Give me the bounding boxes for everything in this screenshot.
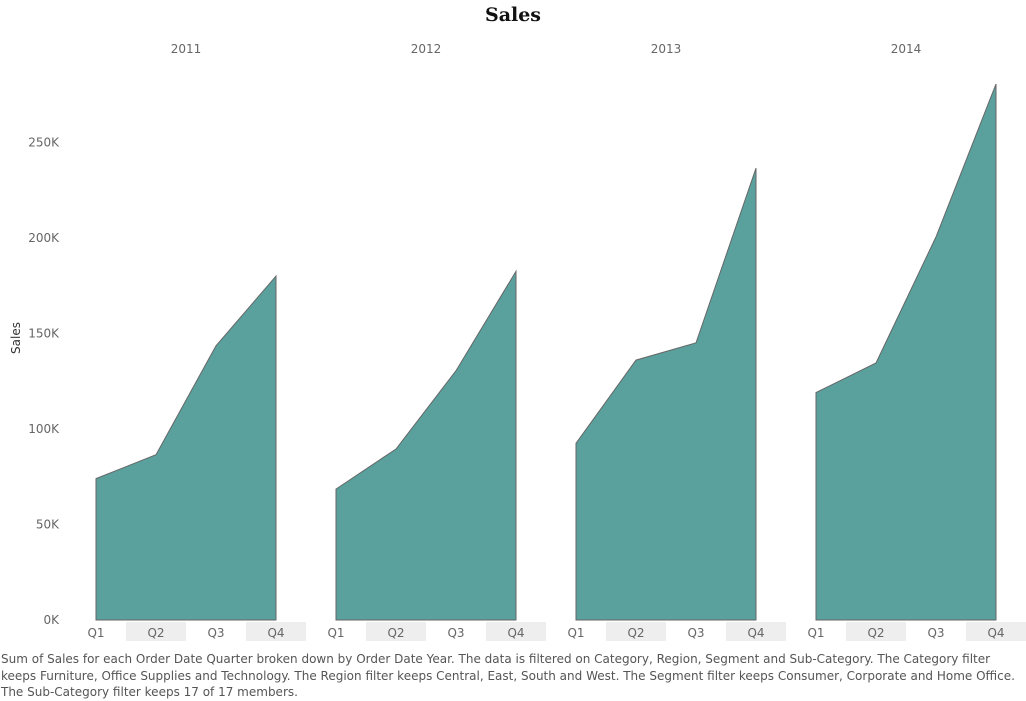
x-tick-label: Q3 xyxy=(927,626,944,640)
quarter-band xyxy=(486,622,546,641)
y-tick-label: 150K xyxy=(28,326,60,340)
y-axis-title: Sales xyxy=(9,322,23,354)
x-tick-label: Q4 xyxy=(987,626,1004,640)
quarter-band xyxy=(126,622,186,641)
x-tick-label: Q2 xyxy=(147,626,164,640)
area-2011 xyxy=(95,274,277,621)
year-header-2013: 2013 xyxy=(651,42,682,56)
x-tick-label: Q2 xyxy=(387,626,404,640)
quarter-band xyxy=(246,622,306,641)
chart-caption: Sum of Sales for each Order Date Quarter… xyxy=(1,652,1015,699)
x-tick-label: Q2 xyxy=(627,626,644,640)
x-tick-label: Q1 xyxy=(807,626,824,640)
y-tick-label: 50K xyxy=(36,517,60,531)
area-2014 xyxy=(815,83,997,621)
y-tick-label: 100K xyxy=(28,422,60,436)
quarter-band xyxy=(846,622,906,641)
year-header-2012: 2012 xyxy=(411,42,442,56)
quarter-band xyxy=(606,622,666,641)
y-tick-label: 250K xyxy=(28,135,60,149)
x-tick-label: Q1 xyxy=(87,626,104,640)
y-tick-label: 200K xyxy=(28,231,60,245)
year-header-2011: 2011 xyxy=(171,42,202,56)
x-tick-label: Q3 xyxy=(447,626,464,640)
quarter-band xyxy=(726,622,786,641)
sales-area-chart: Sales 0K 50K 100K 150K 200K 250K 2011 Q1 Q2 Q3 Q4 20… xyxy=(9,42,1026,641)
area-2013 xyxy=(575,167,757,621)
chart-title: Sales xyxy=(484,4,542,26)
x-tick-label: Q4 xyxy=(507,626,524,640)
x-tick-label: Q3 xyxy=(207,626,224,640)
year-header-2014: 2014 xyxy=(891,42,922,56)
x-tick-label: Q3 xyxy=(687,626,704,640)
x-tick-label: Q1 xyxy=(567,626,584,640)
area-2012 xyxy=(335,269,517,621)
quarter-band xyxy=(366,622,426,641)
quarter-band xyxy=(966,622,1026,641)
x-tick-label: Q1 xyxy=(327,626,344,640)
x-tick-label: Q4 xyxy=(267,626,284,640)
x-tick-label: Q4 xyxy=(747,626,764,640)
y-tick-label: 0K xyxy=(43,613,60,627)
x-tick-label: Q2 xyxy=(867,626,884,640)
